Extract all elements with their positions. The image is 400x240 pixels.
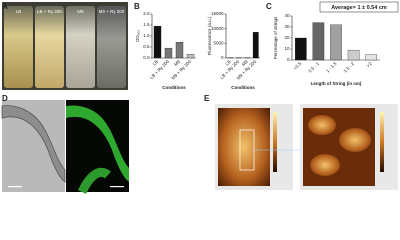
y-tick-label: 0 xyxy=(221,55,224,60)
tube xyxy=(66,6,95,88)
x-tick-label: LB xyxy=(152,59,159,66)
x-tick-label: >2 xyxy=(366,61,374,69)
x-tick-label: LB xyxy=(224,59,231,66)
tube xyxy=(35,6,64,88)
y-tick-label: 20 xyxy=(284,35,290,40)
y-tick-label: 10 xyxy=(284,46,290,51)
panel-label: E xyxy=(204,94,210,103)
bar xyxy=(347,49,360,61)
color-bar xyxy=(273,112,277,172)
photo-label: LB xyxy=(16,9,22,14)
fluorescent-string xyxy=(77,167,111,194)
photo-label: M9 + Ry 200 xyxy=(99,9,125,14)
y-axis-label: OD₆₀₀ xyxy=(135,30,140,42)
tube xyxy=(97,6,126,88)
afm-feature xyxy=(310,154,340,176)
photo-label: LB + Ry 200 xyxy=(37,9,62,14)
bar xyxy=(252,32,259,59)
scale-bar xyxy=(8,186,22,188)
annotation-box xyxy=(319,1,399,13)
afm-image xyxy=(218,108,270,186)
y-tick-label: 2.0 xyxy=(143,11,150,16)
y-tick-label: 5000 xyxy=(213,41,224,46)
scale-bar xyxy=(110,186,124,188)
panel-label: D xyxy=(2,94,8,103)
x-tick-label: <0.5 xyxy=(293,61,303,71)
bar xyxy=(164,47,173,59)
bar xyxy=(295,37,307,61)
bar xyxy=(186,54,195,59)
y-tick-label: 40 xyxy=(284,13,290,18)
y-tick-label: 0.5 xyxy=(143,44,150,49)
bar xyxy=(175,42,184,59)
string-outline xyxy=(1,105,66,183)
panel-label: C xyxy=(266,2,272,11)
bar xyxy=(312,22,325,61)
fluorescent-string xyxy=(66,105,129,182)
x-tick-label: 1 - 1.5 xyxy=(325,61,338,74)
y-tick-label: 1.0 xyxy=(143,33,150,38)
x-tick-label: M9 xyxy=(241,59,249,67)
color-bar xyxy=(380,112,384,172)
annotation: Average= 1 ± 0.54 cm xyxy=(331,5,387,11)
y-axis-label: Fluorescence (a.u.) xyxy=(207,16,212,55)
x-tick-label: 1.5 - 2 xyxy=(343,61,356,74)
afm-feature xyxy=(308,115,336,135)
x-axis-label: Conditions xyxy=(162,85,186,90)
bar xyxy=(330,24,342,61)
figure: A B C D E LB LB + Ry 200 M9 M9 + Ry 200 0.0 0.5 1.0… xyxy=(1,1,399,194)
x-axis-label: Length of String (in cm) xyxy=(311,81,362,86)
y-tick-label: 1.5 xyxy=(143,22,150,27)
y-tick-label: 15000 xyxy=(211,11,224,16)
panel-label: A xyxy=(2,2,8,11)
y-axis-label: Percentage of strings xyxy=(273,16,278,59)
y-tick-label: 0.0 xyxy=(143,55,150,60)
photo-label: M9 xyxy=(77,9,84,14)
x-tick-label: M9 xyxy=(173,59,181,67)
bar xyxy=(365,54,377,61)
afm-feature xyxy=(339,128,371,152)
bar xyxy=(153,25,162,59)
page: {"panel_labels": ["A", "B", "C", "D", "E… xyxy=(0,0,400,194)
x-axis-label: Conditions xyxy=(231,85,255,90)
y-tick-label: 0 xyxy=(287,57,290,62)
y-tick-label: 30 xyxy=(284,24,290,29)
x-tick-label: 0.5 - 1 xyxy=(307,61,320,74)
panel-label: B xyxy=(134,2,140,11)
tube xyxy=(4,6,33,88)
y-tick-label: 10000 xyxy=(211,26,224,31)
